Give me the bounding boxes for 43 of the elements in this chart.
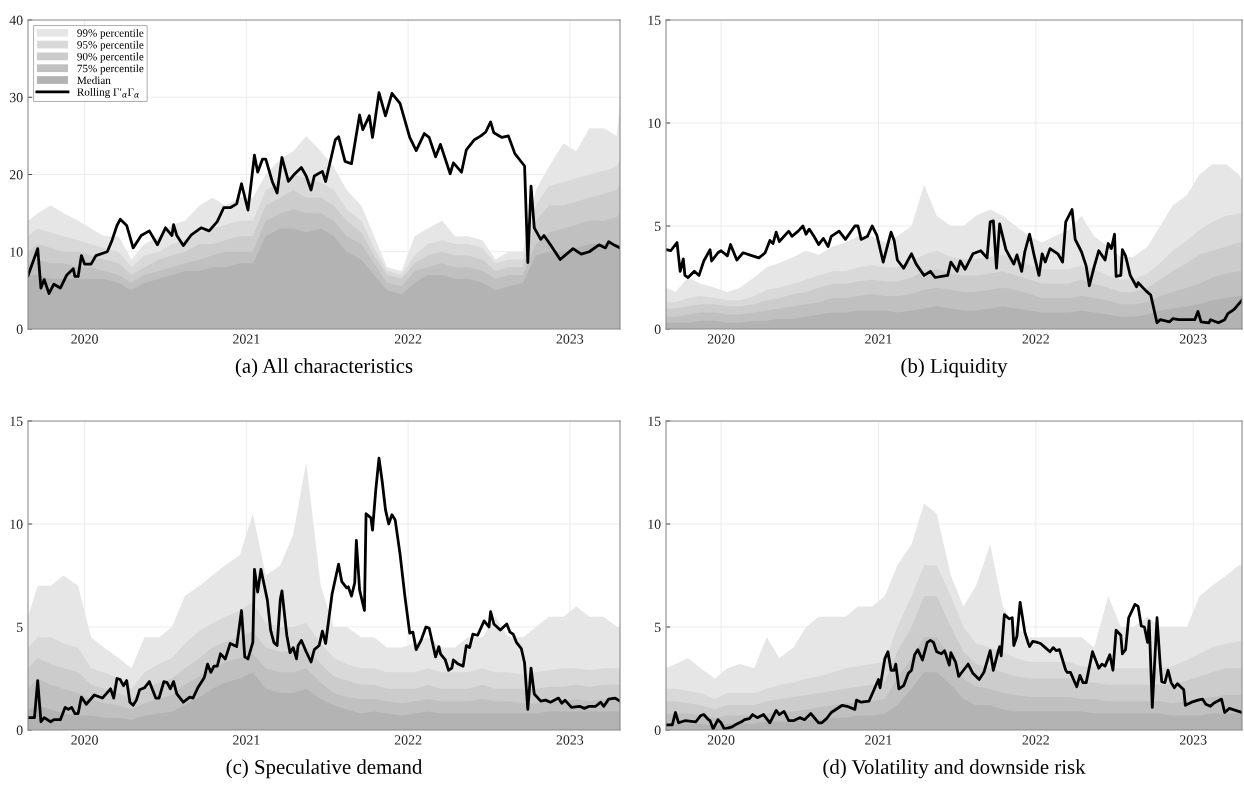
x-tick-label: 2020 [71,735,98,745]
legend-label: 75% percentile [77,64,144,75]
y-tick-label: 30 [9,92,23,103]
y-tick-label: 0 [16,725,23,735]
y-tick-label: 40 [9,15,23,25]
x-tick-label: 2022 [1022,735,1049,745]
legend-label: 95% percentile [77,40,144,51]
y-tick-label: 5 [17,622,23,632]
y-tick-label: 10 [648,118,661,128]
y-tick-label: 15 [648,416,661,426]
x-tick-label: 2023 [1179,334,1207,344]
y-tick-label: 10 [10,247,23,257]
x-tick-label: 2022 [1022,334,1049,344]
legend-label: 99% percentile [77,28,144,40]
y-tick-label: 10 [10,519,23,529]
x-tick-label: 2020 [707,334,735,344]
legend-label: Rolling Γ′$_{α}$Γ$_{α}$ [77,87,140,99]
legend-label: 90% percentile [77,52,144,63]
x-tick-label: 2020 [707,735,735,745]
x-tick-label: 2022 [394,334,422,344]
y-tick-label: 5 [655,622,661,632]
legend-label: Median [77,76,111,85]
y-tick-label: 15 [648,15,661,25]
text: (b) Liquidity [901,358,1008,378]
x-tick-label: 2023 [556,735,584,745]
y-tick-label: 10 [648,519,661,529]
y-tick-label: 0 [654,324,661,334]
x-tick-label: 2021 [865,334,892,344]
y-tick-label: 0 [654,725,661,735]
x-tick-label: 2021 [233,334,260,344]
x-tick-label: 2022 [394,735,422,745]
x-tick-label: 2021 [233,735,260,745]
text: (d) Volatility and downside risk [823,759,1086,779]
x-tick-label: 2021 [865,735,892,745]
y-tick-label: 0 [16,324,23,334]
y-tick-label: 20 [9,170,23,180]
y-tick-label: 5 [655,221,661,231]
x-tick-label: 2020 [71,334,98,344]
text: (a) All characteristics [235,358,413,378]
text: (c) Speculative demand [226,759,423,779]
x-tick-label: 2023 [556,334,584,344]
y-tick-label: 15 [10,416,23,426]
x-tick-label: 2023 [1179,735,1207,745]
